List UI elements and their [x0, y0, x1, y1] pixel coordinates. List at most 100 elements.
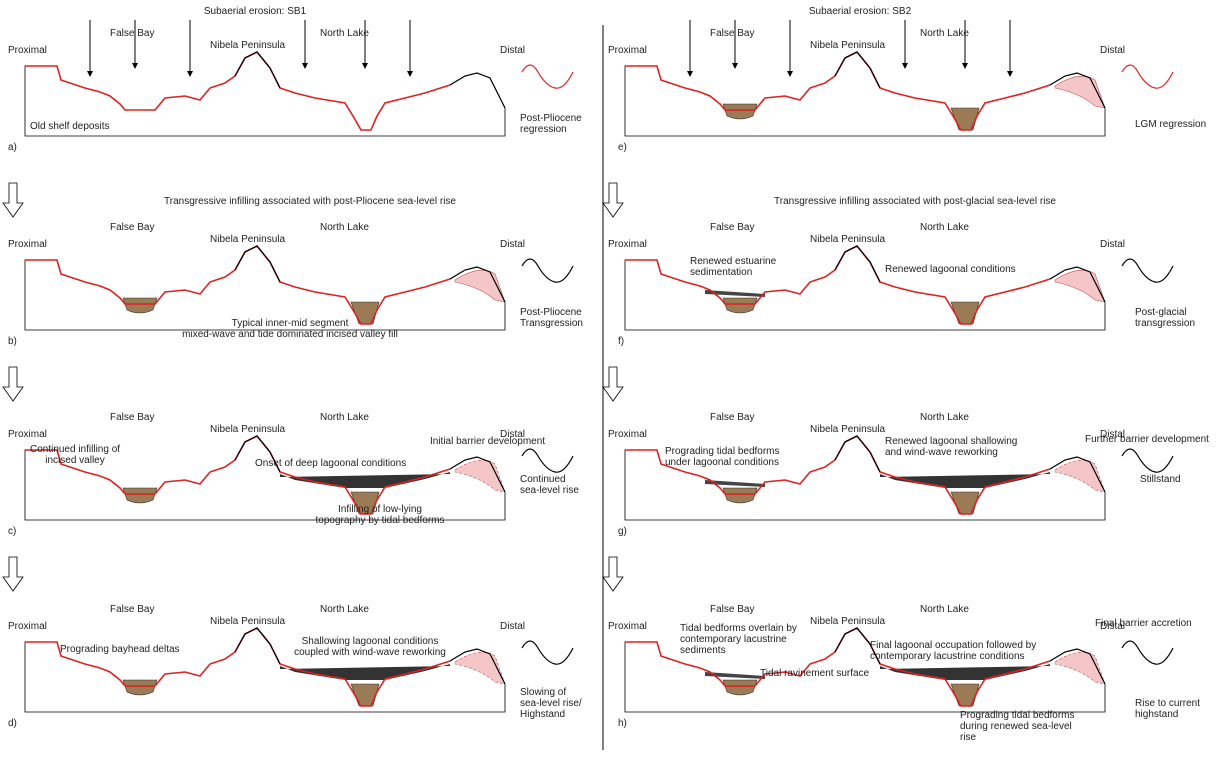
place-label: North Lake — [920, 222, 969, 233]
panel-letter: f) — [618, 336, 624, 347]
valley-fill — [723, 298, 757, 313]
panel-letter: g) — [618, 526, 627, 537]
valley-fill — [723, 488, 757, 503]
proximal-label: Proximal — [8, 621, 47, 632]
place-label: North Lake — [320, 28, 369, 39]
sea-level-curve — [522, 641, 573, 664]
figure: Subaerial erosion: SB1 Transgressive infi… — [0, 0, 1217, 755]
annotation: Transgression — [520, 318, 583, 329]
annotation: Slowing of — [520, 687, 566, 698]
place-label: False Bay — [710, 222, 754, 233]
annotation: coupled with wind-wave reworking — [294, 647, 446, 658]
arrow-head — [132, 63, 138, 69]
valley-fill — [123, 680, 157, 695]
arrow-head — [687, 71, 693, 77]
annotation: Tidal bedforms overlain by — [680, 623, 797, 634]
annotation: Renewed lagoonal conditions — [885, 264, 1016, 275]
place-label: Nibela Peninsula — [210, 616, 285, 627]
place-label: Nibela Peninsula — [210, 234, 285, 245]
place-label: Nibela Peninsula — [210, 424, 285, 435]
annotation: Infilling of low-lying — [338, 504, 422, 515]
step-arrow — [3, 367, 23, 401]
column-heading: Subaerial erosion: SB1 — [204, 6, 307, 17]
proximal-label: Proximal — [608, 621, 647, 632]
panel — [25, 628, 573, 712]
annotation: Highstand — [520, 709, 565, 720]
arrow-head — [407, 71, 413, 77]
place-label: North Lake — [320, 604, 369, 615]
annotation: contemporary lacustrine conditions — [870, 651, 1025, 662]
arrow-head — [302, 63, 308, 69]
annotation: sea-level rise — [520, 485, 579, 496]
annotation: Renewed lagoonal shallowing — [885, 436, 1017, 447]
annotation: sea-level rise/ — [520, 698, 582, 709]
annotation: topography by tidal bedforms — [316, 515, 445, 526]
annotation: mixed-wave and tide dominated incised va… — [182, 329, 398, 340]
arrow-head — [1007, 71, 1013, 77]
annotation: Post-glacial — [1135, 307, 1187, 318]
annotation: sediments — [680, 645, 726, 656]
sea-level-curve — [522, 449, 573, 472]
place-label: False Bay — [110, 604, 154, 615]
annotation: Stillstand — [1140, 474, 1181, 485]
distal-label: Distal — [500, 621, 525, 632]
step-arrow — [3, 183, 23, 217]
panel — [3, 20, 573, 217]
annotation: Post-Pliocene — [520, 307, 582, 318]
distal-label: Distal — [1100, 45, 1125, 56]
annotation: Tidal ravinement surface — [760, 668, 870, 679]
place-label: Nibela Peninsula — [210, 40, 285, 51]
annotation: sedimentation — [690, 267, 752, 278]
proximal-label: Proximal — [608, 429, 647, 440]
annotation: LGM regression — [1135, 119, 1206, 130]
arrow-head — [902, 63, 908, 69]
place-label: North Lake — [320, 222, 369, 233]
step-arrow — [603, 183, 623, 217]
annotation: Onset of deep lagoonal conditions — [255, 458, 406, 469]
panel-letter: a) — [8, 142, 17, 153]
panel-letter: b) — [8, 336, 17, 347]
arrow-head — [187, 71, 193, 77]
place-label: False Bay — [110, 412, 154, 423]
panel-letter: h) — [618, 718, 627, 729]
annotation: contemporary lacustrine — [680, 634, 787, 645]
step-arrow — [603, 557, 623, 591]
annotation: Rise to current — [1135, 698, 1200, 709]
distal-label: Distal — [500, 45, 525, 56]
proximal-label: Proximal — [8, 429, 47, 440]
annotation: regression — [520, 124, 567, 135]
place-label: North Lake — [320, 412, 369, 423]
arrow-head — [962, 63, 968, 69]
annotation: transgression — [1135, 318, 1195, 329]
place-label: North Lake — [920, 412, 969, 423]
arrow-head — [87, 71, 93, 77]
step-arrow — [603, 367, 623, 401]
place-label: North Lake — [920, 604, 969, 615]
place-label: False Bay — [110, 222, 154, 233]
transition-caption: Transgressive infilling associated with … — [774, 196, 1056, 207]
panel-letter: d) — [8, 718, 17, 729]
arrow-head — [362, 63, 368, 69]
transition-caption: Transgressive infilling associated with … — [164, 196, 456, 207]
proximal-label: Proximal — [8, 239, 47, 250]
distal-label: Distal — [1100, 239, 1125, 250]
valley-fill — [723, 104, 757, 119]
annotation: and wind-wave reworking — [885, 447, 998, 458]
proximal-label: Proximal — [8, 45, 47, 56]
place-label: North Lake — [920, 28, 969, 39]
place-label: False Bay — [710, 604, 754, 615]
annotation: Renewed estuarine — [690, 256, 777, 267]
sea-level-curve — [1122, 449, 1173, 472]
proximal-label: Proximal — [608, 45, 647, 56]
annotation: incised valley — [45, 455, 104, 466]
place-label: False Bay — [110, 28, 154, 39]
basin-box — [625, 52, 1105, 136]
arrow-head — [787, 71, 793, 77]
annotation: Prograding tidal bedforms — [665, 446, 780, 457]
valley-fill — [123, 488, 157, 503]
column-heading: Subaerial erosion: SB2 — [809, 6, 912, 17]
place-label: False Bay — [710, 412, 754, 423]
valley-fill — [123, 298, 157, 313]
annotation: Initial barrier development — [430, 436, 545, 447]
panel — [603, 20, 1173, 217]
